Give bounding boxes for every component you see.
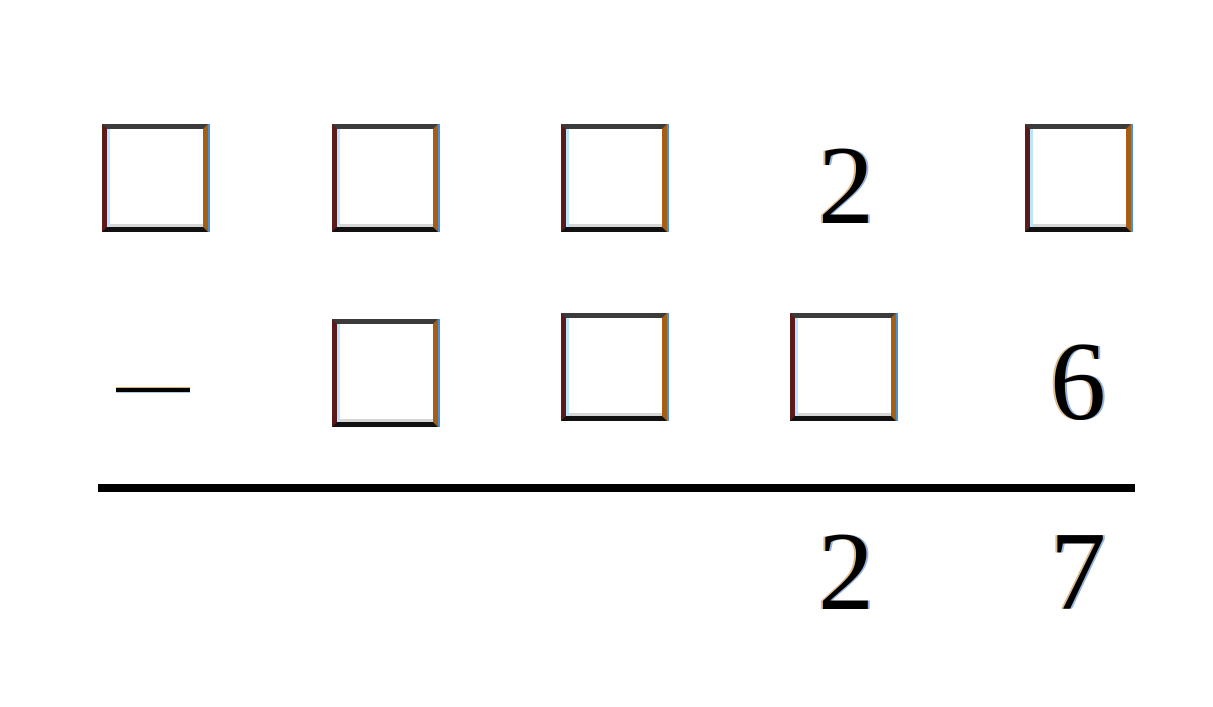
- subtraction-rule: [98, 484, 1135, 492]
- digit-bottom-5: 6: [1050, 320, 1106, 444]
- blank-box-top-2[interactable]: [332, 124, 438, 232]
- blank-box-bottom-3[interactable]: [561, 313, 667, 421]
- blank-box-top-1[interactable]: [102, 124, 208, 232]
- blank-box-top-5[interactable]: [1025, 124, 1131, 232]
- digit-result-5: 7: [1050, 510, 1106, 634]
- minus-sign: [116, 388, 190, 392]
- digit-result-4: 2: [818, 510, 874, 634]
- blank-box-bottom-2[interactable]: [332, 319, 438, 427]
- blank-box-bottom-4[interactable]: [790, 313, 896, 421]
- blank-box-top-3[interactable]: [561, 124, 667, 232]
- digit-top-4: 2: [818, 124, 874, 248]
